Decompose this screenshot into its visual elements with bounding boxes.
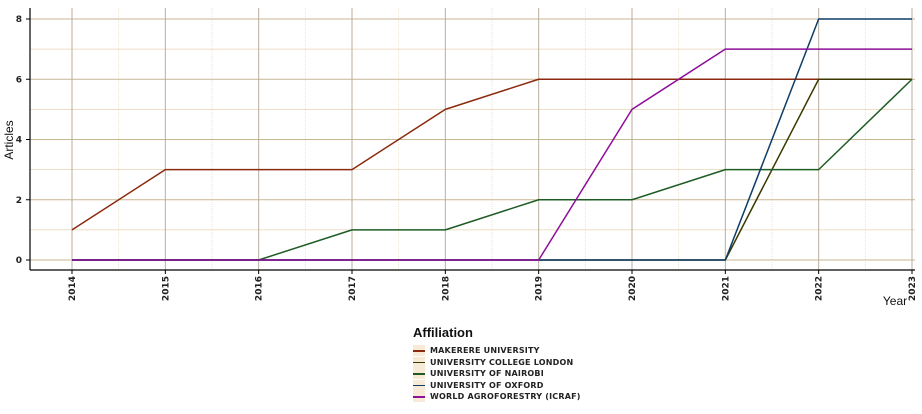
x-tick-label: 2020 (628, 276, 638, 301)
y-ticks: 0 2 4 6 8 (16, 15, 30, 266)
legend-title: Affiliation (413, 325, 473, 340)
x-axis-title: Year (883, 294, 907, 308)
legend-label: MAKERERE UNIVERSITY (430, 346, 540, 356)
x-ticks: 2014 2015 2016 2017 2018 2019 2020 2021 2022 2023 (68, 270, 918, 301)
legend-item: UNIVERSITY COLLEGE LONDON (413, 356, 581, 369)
legend-item: UNIVERSITY OF NAIROBI (413, 368, 581, 380)
y-tick-label: 8 (16, 15, 22, 25)
series-line (72, 48, 912, 261)
y-axis-title: Articles (2, 120, 16, 159)
legend-items: MAKERERE UNIVERSITY UNIVERSITY COLLEGE LO… (413, 345, 581, 403)
x-tick-label: 2021 (721, 276, 731, 301)
legend-key (413, 345, 425, 357)
x-tick-label: 2017 (348, 276, 358, 301)
y-tick-label: 4 (16, 136, 22, 146)
x-tick-label: 2015 (161, 276, 171, 301)
y-tick-label: 2 (16, 196, 22, 206)
x-tick-label: 2016 (255, 276, 265, 301)
legend-key (413, 368, 425, 380)
legend-label: WORLD AGROFORESTRY (ICRAF) (430, 392, 581, 402)
legend-label: UNIVERSITY COLLEGE LONDON (430, 357, 574, 367)
legend-label: UNIVERSITY OF OXFORD (430, 380, 544, 390)
legend-item: WORLD AGROFORESTRY (ICRAF) (413, 391, 581, 403)
series-line (71, 78, 912, 231)
legend-item: UNIVERSITY OF OXFORD (413, 379, 581, 392)
y-tick-label: 0 (16, 256, 22, 266)
x-tick-label: 2014 (68, 276, 78, 301)
legend-key (413, 379, 425, 391)
y-tick-label: 6 (16, 75, 22, 85)
x-tick-label: 2022 (815, 276, 825, 301)
grid-lines (30, 8, 915, 270)
legend-item: MAKERERE UNIVERSITY (413, 345, 581, 357)
x-tick-label: 2019 (535, 276, 545, 301)
series-lines (71, 18, 913, 261)
legend-label: UNIVERSITY OF NAIROBI (430, 369, 544, 379)
legend-key (413, 391, 425, 403)
x-tick-label: 2023 (908, 276, 918, 301)
legend-key (413, 356, 425, 368)
legend: Affiliation MAKERERE UNIVERSITY UNIVERSIT… (413, 325, 581, 403)
x-tick-label: 2018 (441, 276, 451, 301)
